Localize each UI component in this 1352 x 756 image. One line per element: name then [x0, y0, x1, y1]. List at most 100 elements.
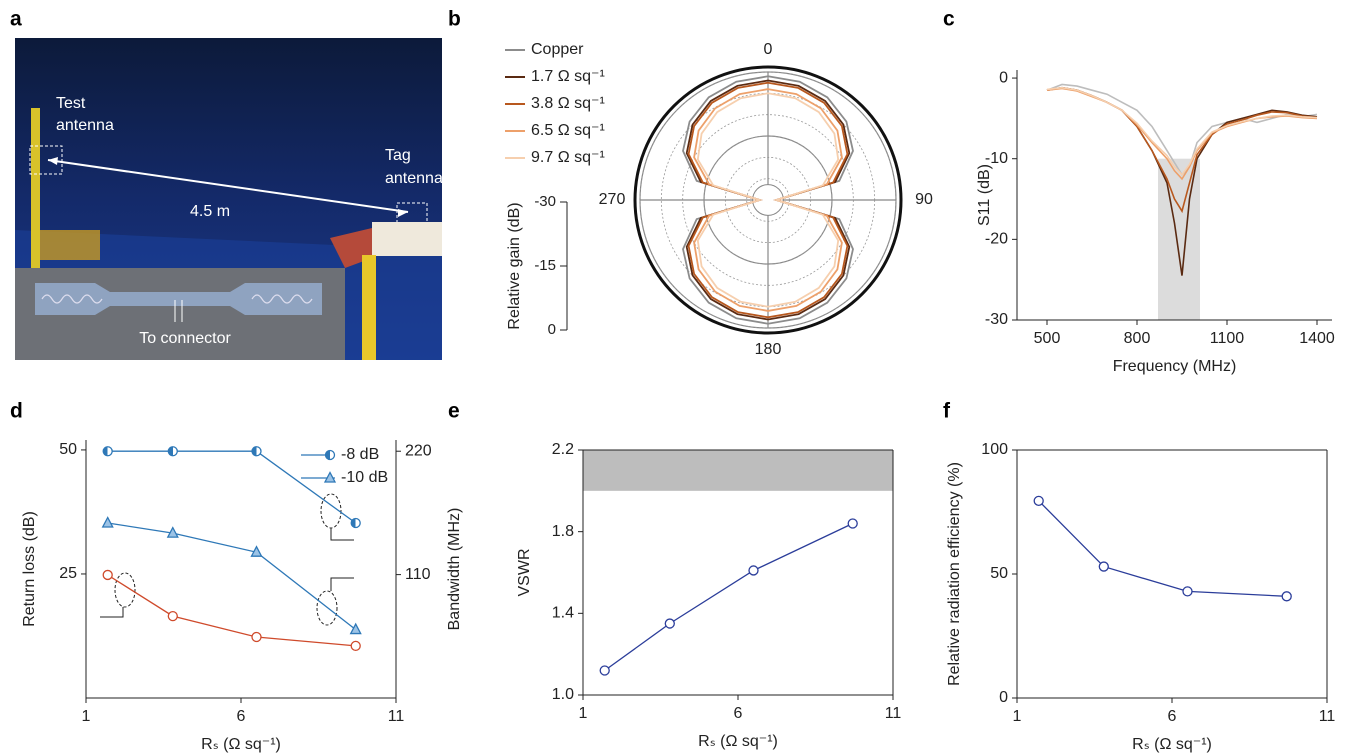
polar-line	[682, 75, 854, 325]
theta-tick-label: 90	[915, 191, 933, 208]
panel-label: e	[448, 400, 460, 423]
y-tick-label: 1.8	[552, 523, 574, 540]
marker	[323, 471, 337, 483]
tag-mount	[372, 222, 442, 256]
x-tick-label: 1	[1013, 708, 1022, 725]
marker	[167, 610, 178, 622]
y-tick-label: 50	[59, 441, 77, 458]
y2-axis-label: Bandwidth (MHz)	[446, 508, 463, 631]
marker	[1182, 586, 1193, 597]
r-tick-label: 0	[548, 321, 556, 338]
y-tick-label: 100	[981, 441, 1008, 458]
legend-label: 6.5 Ω sq⁻¹	[531, 122, 605, 139]
y-tick-label: 0	[999, 689, 1008, 706]
y-axis-label: VSWR	[516, 549, 533, 597]
polar-line	[693, 88, 843, 312]
y-tick-label: -20	[985, 231, 1008, 248]
y-tick-label: -30	[985, 311, 1008, 328]
marker	[350, 640, 361, 652]
marker	[251, 631, 262, 643]
y-axis-label: S11 (dB)	[976, 164, 993, 226]
tag-pole	[362, 255, 376, 360]
panel-label: a	[10, 8, 22, 31]
annotation: antenna	[385, 170, 443, 187]
x-tick-label: 1	[82, 708, 91, 725]
marker	[101, 516, 114, 528]
annotation: To connector	[139, 330, 231, 347]
x-axis-label: Rₛ (Ω sq⁻¹)	[201, 736, 281, 753]
marker	[349, 622, 362, 635]
hint-ellipse	[320, 493, 342, 529]
x-tick-label: 11	[885, 705, 902, 722]
legend-label: -8 dB	[341, 446, 379, 463]
distance-arrow	[47, 159, 409, 213]
dashed-box	[29, 145, 63, 175]
panel-label: b	[448, 8, 461, 31]
series-line	[107, 522, 357, 631]
x-tick-label: 6	[734, 705, 743, 722]
theta-tick-label: 180	[755, 341, 782, 358]
panel-label: c	[943, 8, 955, 31]
hint-arrow	[100, 607, 124, 618]
r-tick-label: -30	[534, 193, 556, 210]
legend-label: 9.7 Ω sq⁻¹	[531, 149, 605, 166]
y2-tick-label: 220	[405, 442, 432, 459]
annotation: antenna	[56, 117, 114, 134]
axis-hint	[100, 493, 354, 626]
legend-label: 1.7 Ω sq⁻¹	[531, 68, 605, 85]
x-axis-label: Frequency (MHz)	[1113, 358, 1237, 375]
x-tick-label: 1400	[1299, 330, 1335, 347]
marker	[1033, 495, 1044, 506]
polar-line	[687, 81, 849, 319]
x-axis-label: Rₛ (Ω sq⁻¹)	[698, 733, 778, 750]
hint-arrow	[330, 577, 354, 591]
legend-label: -10 dB	[341, 469, 388, 486]
hint-ellipse	[316, 590, 338, 626]
x-tick-label: 6	[237, 708, 246, 725]
marker	[1098, 561, 1109, 572]
x-tick-label: 1100	[1210, 330, 1245, 347]
y-tick-label: 2.2	[552, 441, 574, 458]
series-line	[604, 522, 853, 672]
panel-label: f	[943, 400, 951, 423]
marker	[664, 618, 675, 629]
y-tick-label: 25	[59, 565, 77, 582]
arrow-head	[48, 157, 58, 165]
y-tick-label: 1.0	[552, 686, 574, 703]
meander	[41, 294, 313, 304]
marker	[350, 517, 361, 529]
shaded-region	[1158, 158, 1200, 320]
x-axis-label: Rₛ (Ω sq⁻¹)	[1132, 736, 1212, 753]
marker	[167, 446, 178, 457]
marker	[599, 665, 610, 676]
legend-label: 3.8 Ω sq⁻¹	[531, 95, 605, 112]
shaded-region	[583, 450, 893, 491]
y-tick-label: -10	[985, 150, 1008, 167]
y-axis-label: Return loss (dB)	[21, 511, 38, 627]
y-axis-label: Relative radiation efficiency (%)	[946, 462, 963, 686]
hint-arrow	[330, 528, 354, 541]
hint-ellipse	[114, 572, 136, 608]
r-tick-label: -15	[534, 257, 556, 274]
series-line	[107, 574, 356, 647]
x-tick-label: 500	[1034, 330, 1061, 347]
marker	[847, 518, 858, 529]
marker	[250, 545, 263, 557]
y-tick-label: 0	[999, 69, 1008, 86]
marker	[324, 449, 336, 461]
x-tick-label: 6	[1168, 708, 1177, 725]
marker	[1281, 591, 1292, 602]
antenna-shape	[35, 283, 322, 315]
arrow-head	[398, 209, 408, 217]
polar-outer-ring	[633, 65, 903, 335]
y-tick-label: 1.4	[552, 605, 574, 622]
marker	[748, 565, 759, 576]
polar-line	[685, 79, 851, 321]
marker	[251, 446, 262, 457]
legend-label: Copper	[531, 41, 584, 58]
marker	[102, 446, 113, 457]
series-line	[107, 450, 357, 524]
y2-tick-label: 110	[405, 566, 431, 583]
